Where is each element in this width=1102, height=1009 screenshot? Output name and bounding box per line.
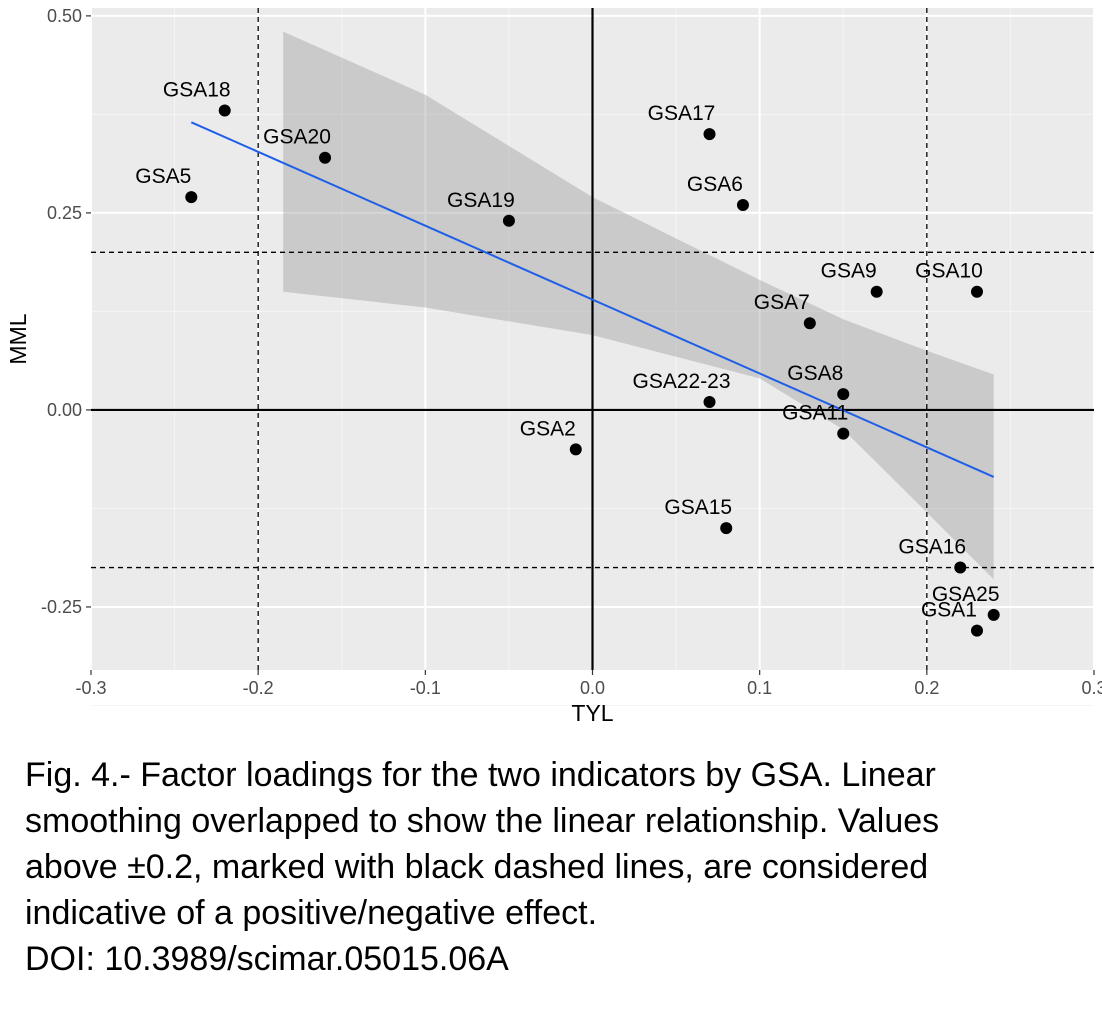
point-label: GSA9 (821, 260, 877, 283)
y-tick-label: 0.25 (47, 203, 82, 223)
data-point (970, 285, 983, 298)
data-point (870, 285, 883, 298)
x-tick-label: -0.2 (243, 678, 274, 698)
data-point (703, 128, 716, 141)
point-labels-layer: GSA18 GSA20 GSA5 GSA19 GSA17 GSA6 GSA9 GSA10 GSA… (135, 78, 999, 621)
point-label: GSA2 (520, 417, 576, 440)
data-point (954, 561, 967, 574)
y-tick-label: 0.50 (47, 6, 82, 26)
data-point (185, 191, 198, 204)
point-label: GSA19 (447, 189, 515, 212)
point-label: GSA1 (921, 599, 977, 622)
data-point (837, 388, 850, 401)
data-point (218, 104, 231, 117)
data-point (703, 396, 716, 409)
fit-line-layer (190, 121, 995, 478)
y-axis-title: MML (5, 313, 31, 364)
data-point (502, 214, 515, 227)
point-label: GSA22-23 (632, 370, 730, 393)
data-point (837, 427, 850, 440)
confidence-band (283, 31, 994, 580)
point-label: GSA15 (664, 496, 732, 519)
point-label: GSA10 (915, 260, 983, 283)
point-label: GSA7 (754, 291, 810, 314)
axes-layer: -0.3 -0.2 -0.1 0.0 0.1 0.2 0.3 -0.25 0.00 0.25 0.5… (41, 6, 1102, 698)
point-label: GSA18 (163, 78, 231, 101)
x-tick-label: 0.2 (914, 678, 939, 698)
data-point (970, 624, 983, 637)
figure-caption: Fig. 4.- Factor loadings for the two ind… (25, 752, 1095, 982)
data-point (720, 522, 733, 535)
point-label: GSA16 (898, 536, 966, 559)
reference-lines-layer (91, 8, 1094, 670)
data-point (736, 199, 749, 212)
point-label: GSA5 (135, 165, 191, 188)
y-tick-label: -0.25 (41, 597, 82, 617)
x-axis-title: TYL (571, 700, 613, 726)
x-tick-label: 0.0 (580, 678, 605, 698)
scatter-plot: GSA18 GSA20 GSA5 GSA19 GSA17 GSA6 GSA9 GSA10 GSA… (5, 6, 1102, 726)
x-tick-label: -0.3 (75, 678, 106, 698)
caption-line: indicative of a positive/negative effect… (25, 894, 598, 932)
points-layer (185, 104, 1000, 637)
caption-line: smoothing overlapped to show the linear … (25, 802, 940, 840)
point-label: GSA17 (648, 102, 716, 125)
data-point (319, 151, 332, 164)
point-label: GSA8 (787, 362, 843, 385)
point-label: GSA6 (687, 173, 743, 196)
confidence-band-layer (283, 31, 994, 580)
y-tick-label: 0.00 (47, 400, 82, 420)
caption-line: Fig. 4.- Factor loadings for the two ind… (25, 756, 936, 794)
x-tick-label: -0.1 (410, 678, 441, 698)
fit-line (190, 121, 995, 478)
caption-line: DOI: 10.3989/scimar.05015.06A (25, 940, 509, 978)
point-label: GSA25 (932, 583, 1000, 606)
x-tick-label: 0.1 (747, 678, 772, 698)
data-point (803, 317, 816, 330)
caption-line: above ±0.2, marked with black dashed lin… (25, 848, 929, 886)
x-tick-label: 0.3 (1081, 678, 1102, 698)
data-point (569, 443, 582, 456)
point-label: GSA20 (263, 126, 331, 149)
point-label: GSA11 (782, 402, 848, 425)
data-point (987, 608, 1000, 621)
